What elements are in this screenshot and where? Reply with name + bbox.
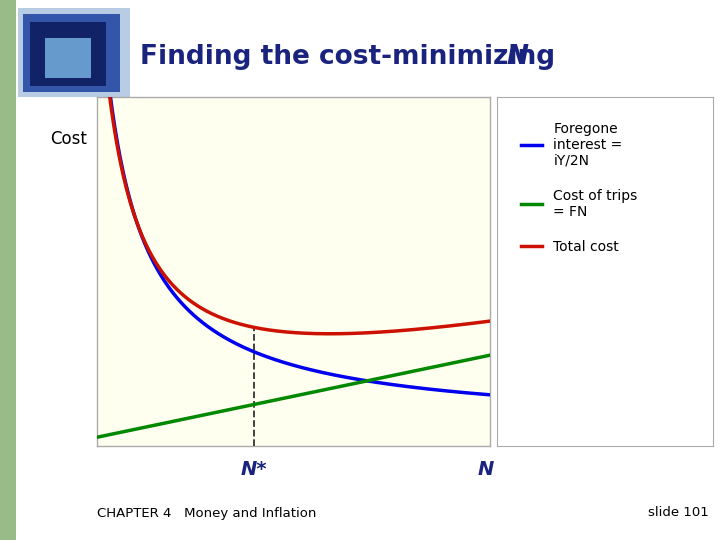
Text: N: N xyxy=(506,44,528,70)
Legend: Foregone
interest =
iY/2N, Cost of trips
= FN, Total cost: Foregone interest = iY/2N, Cost of trips… xyxy=(515,114,644,261)
Text: Cost: Cost xyxy=(50,130,87,148)
Text: N*: N* xyxy=(241,460,267,480)
Text: Finding the cost-minimizing: Finding the cost-minimizing xyxy=(140,44,564,70)
Text: slide 101: slide 101 xyxy=(649,507,709,519)
Text: CHAPTER 4   Money and Inflation: CHAPTER 4 Money and Inflation xyxy=(97,507,317,519)
Text: N: N xyxy=(478,460,494,480)
